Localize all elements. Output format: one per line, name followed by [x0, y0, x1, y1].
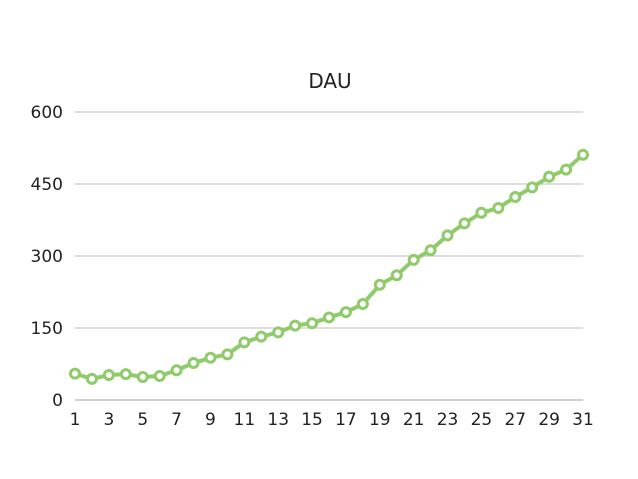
series-line: [73, 152, 585, 381]
data-point: [153, 370, 166, 382]
x-tick-label: 11: [234, 410, 256, 430]
x-tick-label: 21: [403, 410, 425, 430]
x-tick-label: 15: [301, 410, 323, 430]
x-tick-label: 1: [70, 410, 81, 430]
data-point: [407, 253, 420, 266]
data-point: [85, 372, 98, 385]
gridlines: [75, 111, 583, 401]
x-tick-label: 13: [267, 410, 289, 430]
data-point: [373, 278, 386, 291]
x-tick-label: 29: [538, 410, 560, 430]
data-point: [356, 298, 369, 310]
chart-title: DAU: [308, 69, 351, 93]
x-axis-tick-labels: 1 3 5 7 9 11 13 15 17 19 21 23 25 27 29 31: [70, 410, 594, 430]
data-point: [441, 229, 454, 242]
data-point: [187, 357, 200, 370]
y-axis-tick-labels: 0 150 300 450 600: [31, 103, 63, 411]
data-point: [390, 269, 403, 282]
x-tick-label: 19: [369, 410, 391, 430]
y-tick-label: 450: [31, 175, 63, 195]
data-point: [560, 163, 573, 176]
x-tick-label: 27: [504, 410, 526, 430]
x-tick-label: 17: [335, 410, 357, 430]
y-tick-label: 0: [52, 391, 63, 411]
y-tick-label: 600: [31, 103, 63, 123]
x-tick-label: 25: [471, 410, 493, 430]
data-point: [221, 348, 234, 361]
data-point: [543, 170, 556, 183]
data-point: [526, 181, 539, 194]
data-point: [306, 317, 319, 330]
data-point: [102, 369, 115, 382]
data-point: [323, 311, 335, 324]
data-point: [492, 202, 505, 214]
data-point: [272, 326, 285, 339]
x-tick-label: 31: [572, 410, 594, 430]
data-point: [577, 148, 589, 161]
data-point: [458, 217, 471, 230]
data-point: [170, 364, 183, 377]
data-point: [289, 319, 302, 332]
data-point: [475, 206, 488, 219]
y-tick-label: 150: [31, 319, 63, 339]
data-point: [339, 306, 352, 319]
x-tick-label: 3: [103, 410, 114, 430]
data-point: [509, 190, 522, 203]
x-tick-label: 23: [437, 410, 459, 430]
data-point: [424, 244, 437, 257]
data-point: [255, 330, 268, 343]
data-point: [119, 368, 132, 381]
y-tick-label: 300: [31, 247, 63, 267]
series-dau: [69, 148, 589, 385]
x-tick-label: 5: [137, 410, 148, 430]
data-point: [204, 351, 217, 364]
x-tick-label: 9: [205, 410, 216, 430]
data-point: [69, 367, 81, 380]
data-point: [136, 370, 149, 383]
x-tick-label: 7: [171, 410, 182, 430]
data-point: [238, 336, 251, 349]
